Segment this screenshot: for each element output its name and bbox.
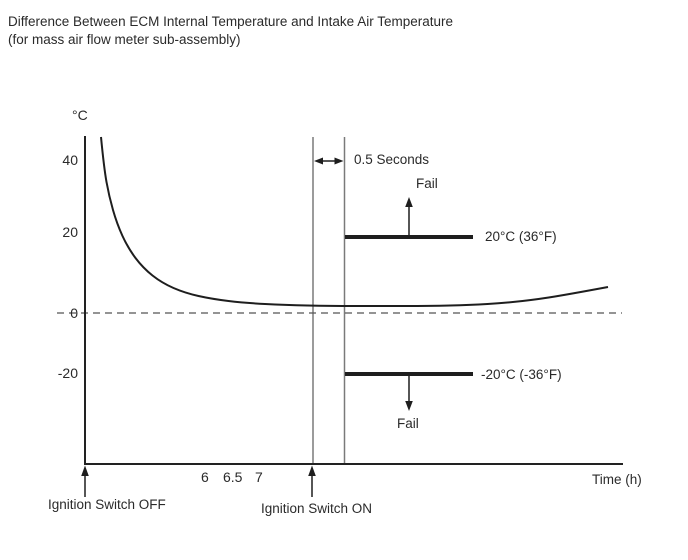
y-tick-20: 20 bbox=[62, 224, 78, 240]
y-tick-0: 0 bbox=[70, 305, 78, 321]
upper-threshold-label: 20°C (36°F) bbox=[485, 229, 557, 244]
x-axis-label: Time (h) bbox=[592, 472, 642, 487]
x-tick-7: 7 bbox=[255, 469, 263, 485]
x-tick-6: 6 bbox=[201, 469, 209, 485]
ignition-on-label: Ignition Switch ON bbox=[261, 501, 373, 516]
ignition-off-arrow bbox=[81, 465, 89, 497]
y-tick-minus-20: -20 bbox=[57, 365, 78, 381]
y-axis-unit-label: °C bbox=[72, 107, 88, 123]
chart-title-line1: Difference Between ECM Internal Temperat… bbox=[8, 14, 453, 29]
x-tick-6-5: 6.5 bbox=[223, 469, 243, 485]
interval-label: 0.5 Seconds bbox=[354, 152, 430, 167]
fail-label-lower: Fail bbox=[397, 416, 419, 431]
fail-up-arrow bbox=[405, 197, 413, 235]
chart-title-line2: (for mass air flow meter sub-assembly) bbox=[8, 31, 241, 47]
temperature-difference-curve bbox=[100, 136, 609, 307]
fail-down-arrow bbox=[405, 376, 413, 411]
ignition-off-label: Ignition Switch OFF bbox=[48, 497, 166, 512]
fail-label-upper: Fail bbox=[416, 176, 438, 191]
y-tick-40: 40 bbox=[62, 152, 78, 168]
lower-threshold-label: -20°C (-36°F) bbox=[481, 367, 562, 382]
chart-title: Difference Between ECM Internal Temperat… bbox=[8, 13, 453, 48]
interval-double-arrow bbox=[314, 157, 344, 165]
ignition-on-arrow bbox=[308, 465, 316, 497]
